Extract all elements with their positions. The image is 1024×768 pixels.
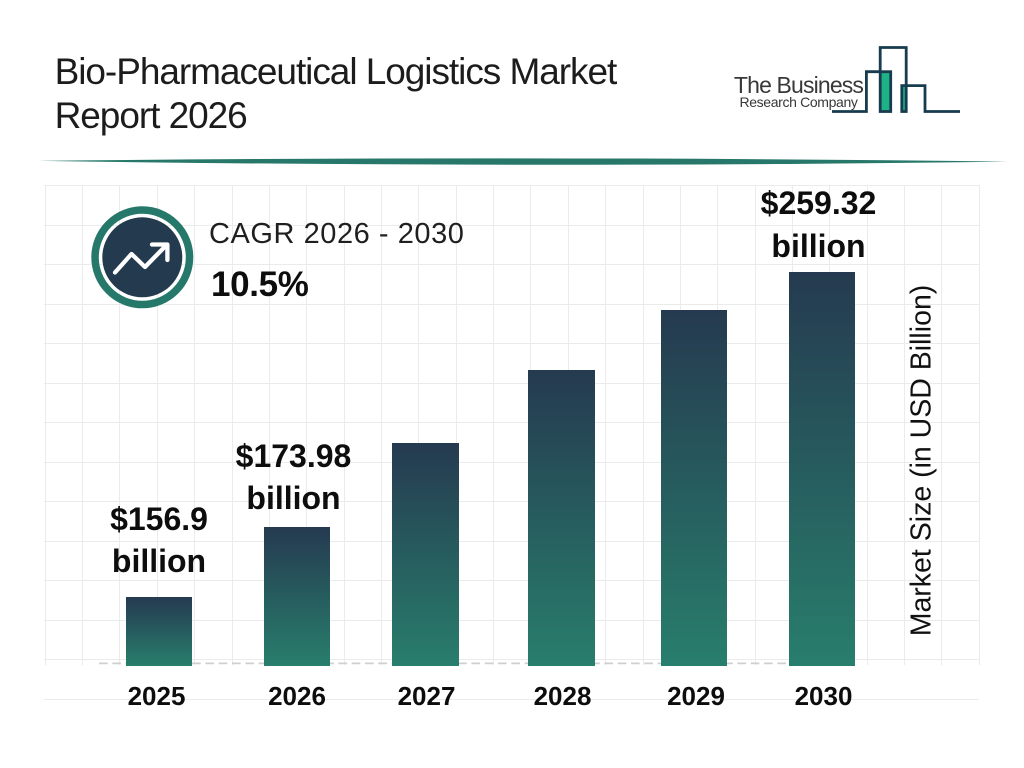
- svg-text:The Business: The Business: [734, 72, 863, 98]
- svg-text:Research Company: Research Company: [739, 94, 857, 110]
